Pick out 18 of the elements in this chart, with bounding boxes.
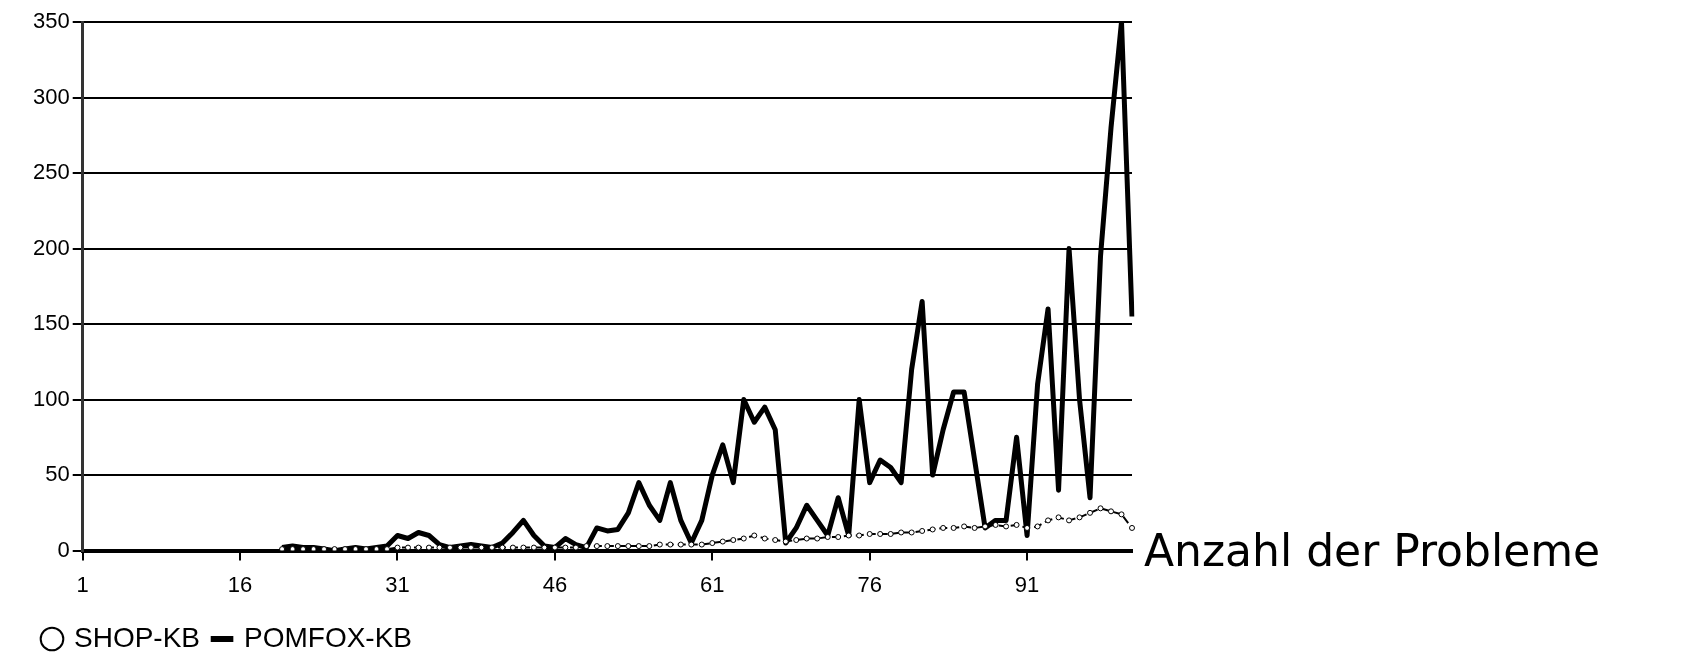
x-tick-label: 76 (857, 571, 882, 597)
y-tick-label: 350 (32, 8, 70, 34)
x-tick-label: 46 (542, 571, 568, 597)
x-tick-label: 31 (385, 571, 410, 597)
x-tick-label: 91 (1014, 571, 1040, 597)
y-tick-label: 250 (32, 159, 70, 185)
x-tick-label: 16 (227, 571, 253, 597)
y-tick-label: 300 (32, 83, 70, 109)
y-tick-label: 50 (45, 461, 70, 487)
y-tick-label: 200 (32, 234, 70, 260)
y-tick-label: 0 (57, 536, 70, 562)
x-axis-title: Anzahl der Probleme (1144, 525, 1601, 577)
y-tick-label: 100 (32, 385, 70, 411)
legend-label: POMFOX-KB (244, 621, 413, 653)
x-tick-label: 61 (700, 571, 725, 597)
y-tick-label: 150 (32, 310, 70, 336)
legend-label: SHOP-KB (74, 621, 201, 653)
x-tick-label: 1 (76, 571, 89, 597)
